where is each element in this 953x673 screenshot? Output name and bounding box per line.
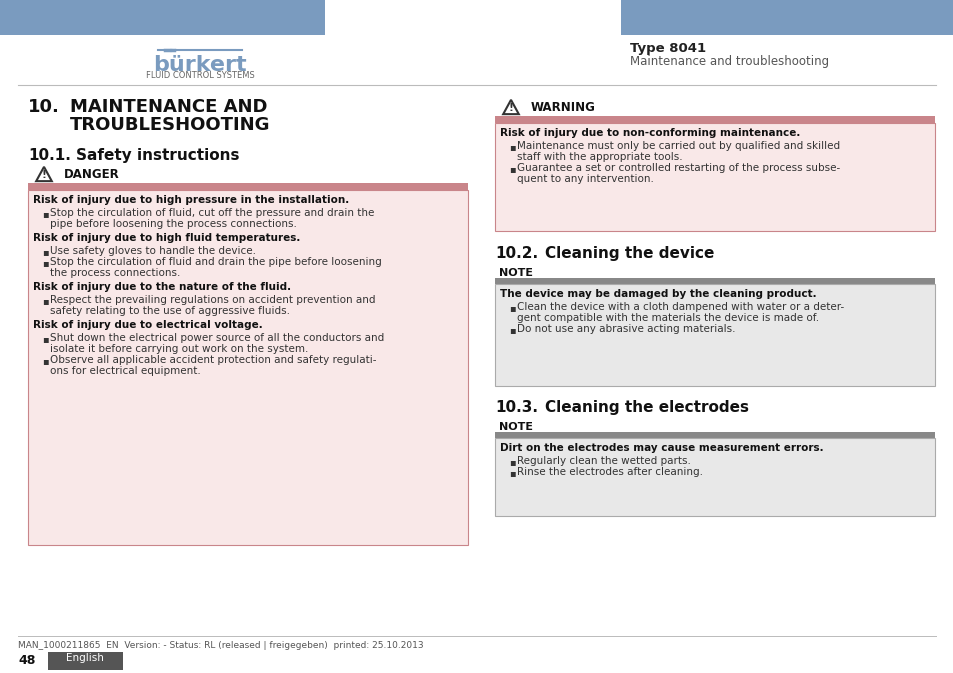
- Text: 10.2.: 10.2.: [495, 246, 537, 261]
- Text: FLUID CONTROL SYSTEMS: FLUID CONTROL SYSTEMS: [146, 71, 254, 80]
- Text: ▪: ▪: [509, 325, 515, 335]
- FancyBboxPatch shape: [0, 0, 325, 35]
- Text: 48: 48: [18, 654, 35, 667]
- Text: English: English: [66, 653, 104, 663]
- Text: Risk of injury due to electrical voltage.: Risk of injury due to electrical voltage…: [33, 320, 262, 330]
- FancyBboxPatch shape: [495, 116, 934, 123]
- Text: ▪: ▪: [42, 209, 49, 219]
- Text: Stop the circulation of fluid and drain the pipe before loosening: Stop the circulation of fluid and drain …: [50, 257, 381, 267]
- FancyBboxPatch shape: [495, 432, 934, 438]
- Text: Risk of injury due to non-conforming maintenance.: Risk of injury due to non-conforming mai…: [499, 128, 800, 138]
- Text: ▪: ▪: [509, 164, 515, 174]
- Text: Maintenance and troubleshooting: Maintenance and troubleshooting: [629, 55, 828, 68]
- Text: gent compatible with the materials the device is made of.: gent compatible with the materials the d…: [517, 313, 819, 323]
- Text: NOTE: NOTE: [498, 268, 533, 278]
- Text: Risk of injury due to high fluid temperatures.: Risk of injury due to high fluid tempera…: [33, 233, 300, 243]
- Text: Risk of injury due to the nature of the fluid.: Risk of injury due to the nature of the …: [33, 282, 291, 292]
- Text: staff with the appropriate tools.: staff with the appropriate tools.: [517, 152, 682, 162]
- Text: MAN_1000211865  EN  Version: - Status: RL (released | freigegeben)  printed: 25.: MAN_1000211865 EN Version: - Status: RL …: [18, 641, 423, 650]
- Text: ▪: ▪: [509, 468, 515, 478]
- Text: Observe all applicable accident protection and safety regulati-: Observe all applicable accident protecti…: [50, 355, 376, 365]
- FancyBboxPatch shape: [48, 652, 123, 670]
- FancyBboxPatch shape: [495, 278, 934, 284]
- Text: Dirt on the electrodes may cause measurement errors.: Dirt on the electrodes may cause measure…: [499, 443, 822, 453]
- FancyBboxPatch shape: [495, 438, 934, 516]
- Text: Cleaning the device: Cleaning the device: [544, 246, 714, 261]
- Text: Shut down the electrical power source of all the conductors and: Shut down the electrical power source of…: [50, 333, 384, 343]
- FancyBboxPatch shape: [495, 123, 934, 231]
- Text: Guarantee a set or controlled restarting of the process subse-: Guarantee a set or controlled restarting…: [517, 163, 840, 173]
- Text: TROUBLESHOOTING: TROUBLESHOOTING: [70, 116, 271, 134]
- Text: quent to any intervention.: quent to any intervention.: [517, 174, 653, 184]
- Text: NOTE: NOTE: [498, 422, 533, 432]
- Text: ▪: ▪: [509, 303, 515, 313]
- Text: ▪: ▪: [42, 334, 49, 344]
- Text: Maintenance must only be carried out by qualified and skilled: Maintenance must only be carried out by …: [517, 141, 840, 151]
- Text: !: !: [508, 103, 513, 112]
- Text: Rinse the electrodes after cleaning.: Rinse the electrodes after cleaning.: [517, 467, 702, 477]
- Text: !: !: [42, 170, 47, 180]
- Text: The device may be damaged by the cleaning product.: The device may be damaged by the cleanin…: [499, 289, 816, 299]
- Text: pipe before loosening the process connections.: pipe before loosening the process connec…: [50, 219, 296, 229]
- Text: 10.1.: 10.1.: [28, 148, 71, 163]
- Text: Risk of injury due to high pressure in the installation.: Risk of injury due to high pressure in t…: [33, 195, 349, 205]
- Text: the process connections.: the process connections.: [50, 268, 180, 278]
- Text: bürkert: bürkert: [153, 55, 247, 75]
- Text: ▪: ▪: [42, 247, 49, 257]
- Text: Use safety gloves to handle the device.: Use safety gloves to handle the device.: [50, 246, 255, 256]
- Text: MAINTENANCE AND: MAINTENANCE AND: [70, 98, 267, 116]
- Text: Stop the circulation of fluid, cut off the pressure and drain the: Stop the circulation of fluid, cut off t…: [50, 208, 374, 218]
- Text: DANGER: DANGER: [64, 168, 120, 181]
- FancyBboxPatch shape: [28, 183, 468, 190]
- Text: Clean the device with a cloth dampened with water or a deter-: Clean the device with a cloth dampened w…: [517, 302, 843, 312]
- Text: ▪: ▪: [509, 457, 515, 467]
- Text: 10.: 10.: [28, 98, 60, 116]
- Text: Do not use any abrasive acting materials.: Do not use any abrasive acting materials…: [517, 324, 735, 334]
- Text: ▪: ▪: [42, 296, 49, 306]
- Text: safety relating to the use of aggressive fluids.: safety relating to the use of aggressive…: [50, 306, 290, 316]
- FancyBboxPatch shape: [620, 0, 953, 35]
- Text: WARNING: WARNING: [531, 101, 596, 114]
- Text: Type 8041: Type 8041: [629, 42, 705, 55]
- Text: ▪: ▪: [509, 142, 515, 152]
- FancyBboxPatch shape: [28, 190, 468, 545]
- Text: 10.3.: 10.3.: [495, 400, 537, 415]
- Text: ▪: ▪: [42, 258, 49, 268]
- Text: ▪: ▪: [42, 356, 49, 366]
- FancyBboxPatch shape: [495, 284, 934, 386]
- Text: ons for electrical equipment.: ons for electrical equipment.: [50, 366, 200, 376]
- Text: isolate it before carrying out work on the system.: isolate it before carrying out work on t…: [50, 344, 308, 354]
- Text: Respect the prevailing regulations on accident prevention and: Respect the prevailing regulations on ac…: [50, 295, 375, 305]
- Text: Safety instructions: Safety instructions: [76, 148, 239, 163]
- Text: Regularly clean the wetted parts.: Regularly clean the wetted parts.: [517, 456, 690, 466]
- Text: Cleaning the electrodes: Cleaning the electrodes: [544, 400, 748, 415]
